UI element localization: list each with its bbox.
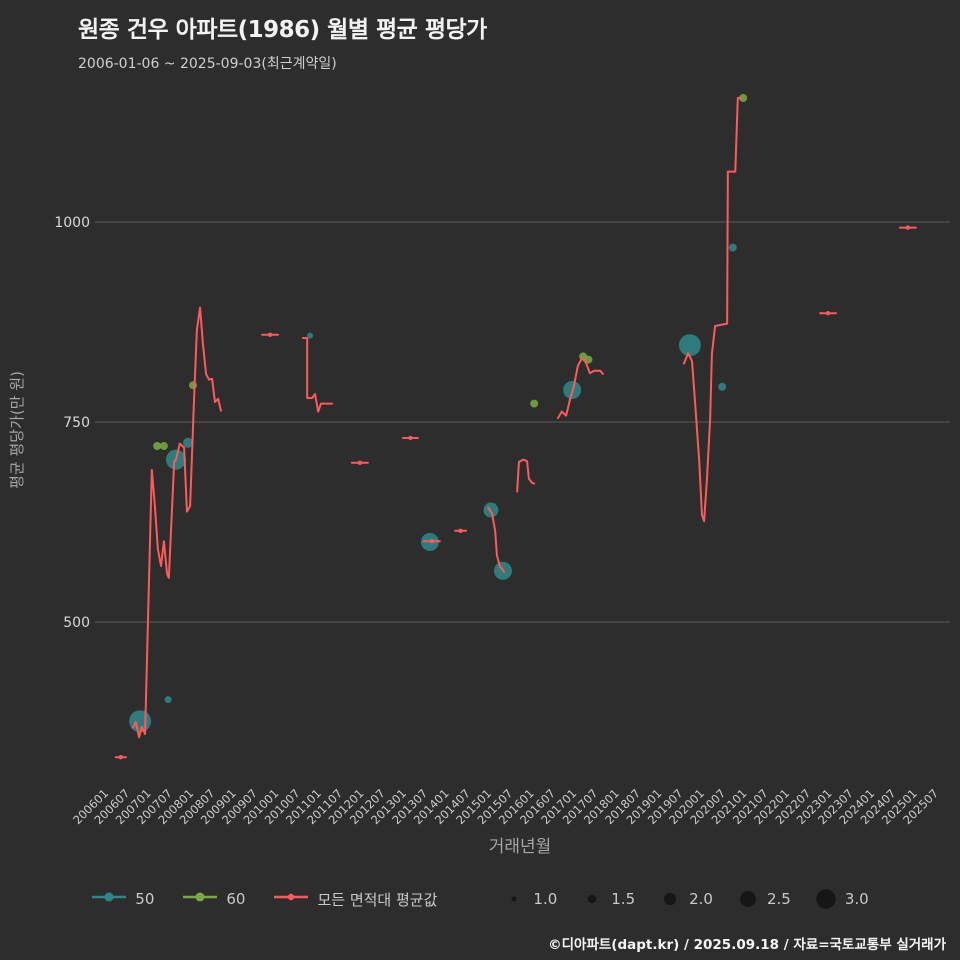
teal-line-dot-icon [91,890,127,908]
scatter-point-50 [678,334,701,357]
legend-item-average: 모든 면적대 평균값 [273,889,437,910]
size-legend-item: 1.5 [581,888,635,910]
y-tick-label: 500 [63,615,90,631]
average-line-layer [114,97,917,760]
scatter-point-50 [183,437,193,448]
legend-item-50: 50 [91,890,154,908]
size-dot-icon [816,889,836,909]
x-axis-tick-labels: 2006012006072007012007072008012008072009… [70,786,941,827]
green-line-dot-icon [182,890,218,908]
size-legend-label: 2.0 [689,890,713,908]
size-dot-icon [587,894,597,904]
size-legend-item: 3.0 [815,888,869,910]
size-legend-label: 2.5 [766,890,791,908]
gridlines [95,221,950,623]
average-line-segment [516,458,536,493]
size-dot-icon [740,891,756,907]
scatter-point-60 [584,355,593,364]
average-line-marker [408,435,413,441]
average-line-segment [682,97,742,523]
size-legend-item: 2.5 [737,888,791,910]
scatter-point-50 [164,696,172,704]
scatter-point-60 [739,94,748,102]
average-line-marker [357,460,363,465]
average-line-segment [132,306,222,739]
size-legend-item: 2.0 [659,888,713,910]
scatter-point-60 [188,381,197,390]
average-line-marker [267,332,273,337]
size-dot-icon [511,896,517,902]
x-axis-title: 거래년월 [489,837,552,857]
red-line-icon [273,890,309,908]
size-legend-item: 1.0 [503,888,557,910]
size-legend-label: 3.0 [844,890,869,908]
average-line-segment [487,506,506,573]
legend-label-50: 50 [135,890,155,908]
size-legend-label: 1.0 [533,890,558,908]
legend: 50 60 모든 면적대 평균값 1.0 1.5 2.0 2.5 3.0 [0,888,960,910]
average-line-marker [429,539,435,544]
average-line-marker [458,528,463,533]
scatter-point-50 [129,710,152,733]
copyright-footer: ©디아파트(dapt.kr) / 2025.09.18 / 자료=국토교통부 실… [548,937,946,953]
y-tick-label: 1000 [54,215,90,231]
legend-item-60: 60 [182,890,245,908]
scatter-point-50 [307,332,314,339]
size-legend: 1.0 1.5 2.0 2.5 3.0 [503,888,869,910]
average-line-segment [556,357,604,419]
chart-subtitle: 2006-01-06 ~ 2025-09-03(최근계약일) [78,56,337,72]
average-line-marker [905,225,911,230]
chart-header: 원종 건우 아파트(1986) 월별 평균 평당가 2006-01-06 ~ 2… [78,10,487,73]
y-tick-label: 750 [63,415,90,431]
scatter-point-60 [159,442,168,450]
chart-title: 원종 건우 아파트(1986) 월별 평균 평당가 [78,17,487,43]
scatter-point-50 [718,382,727,391]
y-axis-title: 평균 평당가(만 원) [8,371,26,489]
size-dot-icon [664,892,677,906]
average-line-segment [301,337,334,413]
plot-area: 500 750 1000 20060120060720070120070720080… [8,94,950,857]
legend-label-average: 모든 면적대 평균값 [317,890,438,909]
average-line-marker [825,311,831,316]
scatter-points-layer [129,94,748,733]
average-line-marker [118,755,123,760]
scatter-point-50 [728,243,737,252]
scatter-point-60 [530,399,539,408]
legend-label-60: 60 [226,890,246,908]
y-axis-tick-labels: 500 750 1000 [54,215,90,631]
size-legend-label: 1.5 [611,890,636,908]
scatter-point-60 [153,442,162,450]
